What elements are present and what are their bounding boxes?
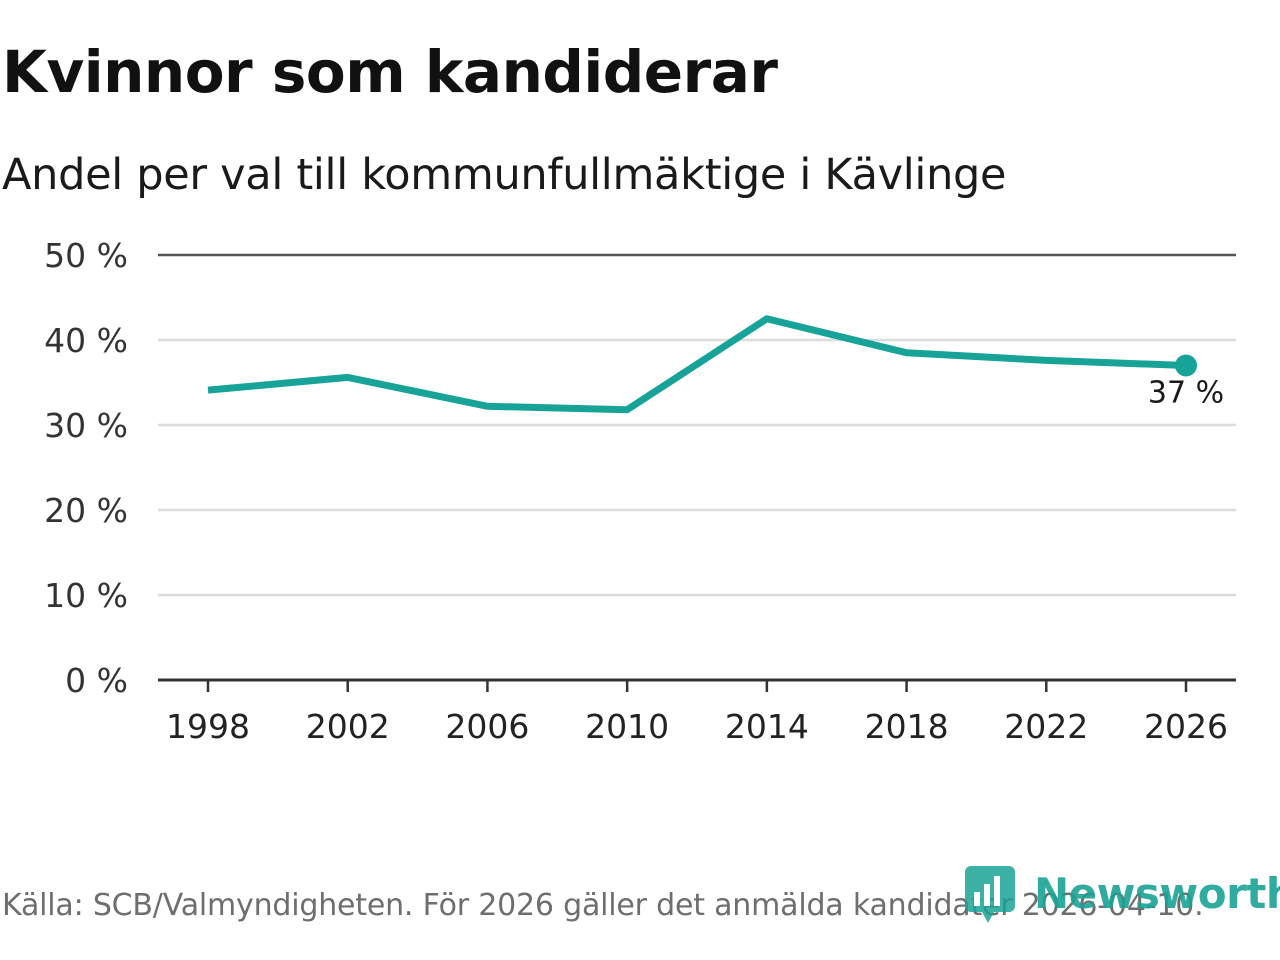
newsworthy-logo: Newsworthy [964,862,1280,924]
data-series: 37 % [207,315,1224,414]
x-tick-label: 2006 [445,707,529,746]
line-chart: 0 % 10 % 20 % 30 % 40 % 50 % 1998 2002 2006 2010… [44,236,1236,746]
y-axis-ticks: 0 % 10 % 20 % 30 % 40 % 50 % [44,236,128,700]
newsworthy-logo-icon [965,866,1015,923]
x-tick-label: 2026 [1144,707,1228,746]
last-point-label: 37 % [1148,376,1224,411]
last-data-point [1175,354,1197,377]
y-tick-label: 10 % [44,576,128,615]
grid-lines [158,253,1236,597]
y-tick-label: 40 % [44,321,128,360]
y-tick-label: 0 % [65,661,128,700]
chart-title: Kvinnor som kandiderar [2,38,778,106]
y-tick-label: 20 % [44,491,128,530]
x-tick-label: 2014 [725,707,809,746]
x-tick-label: 2022 [1004,707,1088,746]
y-tick-label: 50 % [44,236,128,275]
y-tick-label: 30 % [44,406,128,445]
x-tick-label: 2002 [306,707,390,746]
chart-subtitle: Andel per val till kommunfullmäktige i K… [2,150,1007,200]
x-axis: 1998 2002 2006 2010 2014 2018 2022 2026 [158,678,1236,746]
x-tick-label: 2010 [585,707,669,746]
x-tick-label: 2018 [865,707,949,746]
x-tick-label: 1998 [166,707,250,746]
series-line [207,315,1187,414]
newsworthy-logo-text: Newsworthy [1034,868,1280,918]
